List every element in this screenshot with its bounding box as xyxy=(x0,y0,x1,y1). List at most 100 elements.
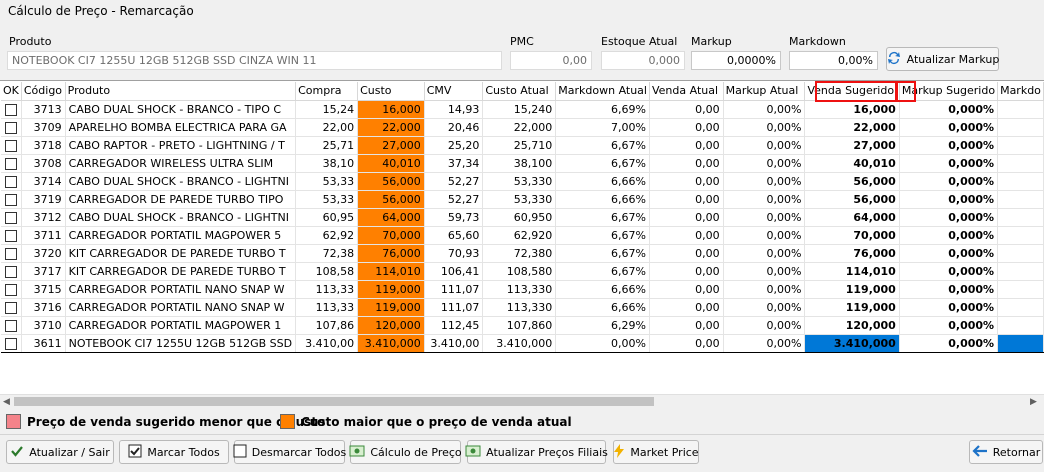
table-row[interactable]: 3719 CARREGADOR DE PAREDE TURBO TIPO 53,33… xyxy=(1,190,1044,209)
cell-markup-atual: 0,00% xyxy=(723,172,806,191)
table-row[interactable]: 3715 CARREGADOR PORTATIL NANO SNAP W 113,3… xyxy=(1,280,1044,299)
column-header[interactable]: Custo xyxy=(357,82,425,101)
row-checkbox-cell[interactable] xyxy=(1,262,22,281)
calculo-preco-button[interactable]: Cálculo de Preço xyxy=(349,440,462,464)
horizontal-scrollbar[interactable]: ◀ ▶ xyxy=(0,394,1044,408)
table-row[interactable]: 3611 NOTEBOOK CI7 1255U 12GB 512GB SSD 3.4… xyxy=(1,334,1044,353)
column-header[interactable]: Código xyxy=(21,82,66,101)
cell-compra: 113,33 xyxy=(295,298,359,317)
row-checkbox-cell[interactable] xyxy=(1,100,22,119)
money-icon xyxy=(465,445,481,460)
column-header[interactable]: Venda Sugerido/ xyxy=(804,82,900,101)
row-checkbox-cell[interactable] xyxy=(1,226,22,245)
row-checkbox-cell[interactable] xyxy=(1,208,22,227)
calculo-preco-label: Cálculo de Preço xyxy=(370,445,462,459)
column-header[interactable]: CMV xyxy=(424,82,484,101)
cell-custo: 64,000 xyxy=(357,208,425,227)
row-checkbox-cell[interactable] xyxy=(1,172,22,191)
atualizar-precos-filiais-button[interactable]: Atualizar Preços Filiais xyxy=(465,440,608,464)
column-header[interactable]: Custo Atual xyxy=(482,82,557,101)
table-row[interactable]: 3709 APARELHO BOMBA ELECTRICA PARA GA 22,0… xyxy=(1,118,1044,137)
desmarcar-todos-button[interactable]: Desmarcar Todos xyxy=(233,440,347,464)
column-header[interactable]: OK xyxy=(1,82,22,101)
table-row[interactable]: 3717 KIT CARREGADOR DE PAREDE TURBO T 108,… xyxy=(1,262,1044,281)
atualizar-markup-button[interactable]: Atualizar Markup xyxy=(886,47,999,71)
row-checkbox[interactable] xyxy=(4,103,17,116)
cell-markup-sugerido: 0,000% xyxy=(899,244,999,263)
cell-markup-atual: 0,00% xyxy=(723,118,806,137)
marcar-todos-button[interactable]: Marcar Todos xyxy=(119,440,229,464)
table-row[interactable]: 3716 CARREGADOR PORTATIL NANO SNAP W 113,3… xyxy=(1,298,1044,317)
table-row[interactable]: 3714 CABO DUAL SHOCK - BRANCO - LIGHTNI 53… xyxy=(1,172,1044,191)
table-row[interactable]: 3711 CARREGADOR PORTATIL MAGPOWER 5 62,92 7… xyxy=(1,226,1044,245)
cell-venda-atual: 0,00 xyxy=(649,154,724,173)
markup-input[interactable]: 0,0000% xyxy=(691,51,781,70)
cell-produto: NOTEBOOK CI7 1255U 12GB 512GB SSD xyxy=(65,334,297,353)
row-checkbox[interactable] xyxy=(4,157,17,170)
market-price-button[interactable]: Market Price xyxy=(613,440,699,464)
column-header[interactable]: Markup Atual xyxy=(723,82,806,101)
cell-custo: 56,000 xyxy=(357,172,425,191)
row-checkbox[interactable] xyxy=(4,247,17,260)
table-row[interactable]: 3712 CABO DUAL SHOCK - BRANCO - LIGHTNI 60… xyxy=(1,208,1044,227)
cell-markdown-atual: 6,66% xyxy=(555,172,650,191)
row-checkbox-cell[interactable] xyxy=(1,118,22,137)
markdown-input[interactable]: 0,00% xyxy=(789,51,878,70)
row-checkbox[interactable] xyxy=(4,175,17,188)
cell-venda-sugerido: 119,000 xyxy=(804,298,900,317)
cell-markup-atual: 0,00% xyxy=(723,100,806,119)
cell-venda-sugerido: 64,000 xyxy=(804,208,900,227)
row-checkbox-cell[interactable] xyxy=(1,280,22,299)
row-checkbox[interactable] xyxy=(4,319,17,332)
cell-custo: 3.410,000 xyxy=(357,334,425,353)
row-checkbox[interactable] xyxy=(4,139,17,152)
arrow-left-icon xyxy=(972,444,988,460)
row-checkbox-cell[interactable] xyxy=(1,298,22,317)
row-checkbox[interactable] xyxy=(4,211,17,224)
desmarcar-todos-label: Desmarcar Todos xyxy=(251,445,347,459)
cell-markup-sugerido: 0,000% xyxy=(899,262,999,281)
row-checkbox[interactable] xyxy=(4,121,17,134)
cell-custo-atual: 113,330 xyxy=(482,280,557,299)
products-grid[interactable]: OK Código Produto Compra Custo CMV Custo Atual… xyxy=(0,80,1044,394)
row-checkbox[interactable] xyxy=(4,283,17,296)
column-header[interactable]: Produto xyxy=(65,82,297,101)
cell-markup-sugerido: 0,000% xyxy=(899,100,999,119)
row-checkbox-cell[interactable] xyxy=(1,334,22,353)
table-row[interactable]: 3710 CARREGADOR PORTATIL MAGPOWER 1 107,86… xyxy=(1,316,1044,335)
row-checkbox[interactable] xyxy=(4,265,17,278)
cell-custo: 76,000 xyxy=(357,244,425,263)
atualizar-sair-button[interactable]: Atualizar / Sair xyxy=(6,440,114,464)
row-checkbox-cell[interactable] xyxy=(1,244,22,263)
column-header[interactable]: Venda Atual xyxy=(649,82,724,101)
scroll-right-icon[interactable]: ▶ xyxy=(1030,397,1037,407)
cell-markdown-atual: 6,67% xyxy=(555,136,650,155)
table-row[interactable]: 3708 CARREGADOR WIRELESS ULTRA SLIM 38,10 4… xyxy=(1,154,1044,173)
table-row[interactable]: 3720 KIT CARREGADOR DE PAREDE TURBO T 72,3… xyxy=(1,244,1044,263)
retornar-button[interactable]: Retornar xyxy=(969,440,1043,464)
row-checkbox-cell[interactable] xyxy=(1,190,22,209)
column-header[interactable]: Markdown Atual xyxy=(555,82,650,101)
row-checkbox[interactable] xyxy=(4,301,17,314)
row-checkbox-cell[interactable] xyxy=(1,316,22,335)
row-checkbox[interactable] xyxy=(4,229,17,242)
column-header-label: Venda Sugerido xyxy=(807,84,895,98)
scroll-left-icon[interactable]: ◀ xyxy=(3,397,10,407)
cell-compra: 53,33 xyxy=(295,172,359,191)
scrollbar-thumb[interactable] xyxy=(14,397,654,406)
cell-markup-sugerido: 0,000% xyxy=(899,136,999,155)
cell-custo-atual: 3.410,000 xyxy=(482,334,557,353)
row-checkbox[interactable] xyxy=(4,337,17,350)
column-header[interactable]: Markdo xyxy=(997,82,1044,101)
row-checkbox-cell[interactable] xyxy=(1,154,22,173)
row-checkbox[interactable] xyxy=(4,193,17,206)
cell-venda-sugerido: 76,000 xyxy=(804,244,900,263)
row-checkbox-cell[interactable] xyxy=(1,136,22,155)
cell-markdown-atual: 6,66% xyxy=(555,298,650,317)
cell-cmv: 70,93 xyxy=(424,244,484,263)
separator xyxy=(0,434,1044,435)
column-header[interactable]: Compra xyxy=(295,82,359,101)
table-row[interactable]: 3713 CABO DUAL SHOCK - BRANCO - TIPO C 15,… xyxy=(1,100,1044,119)
column-header[interactable]: Markup Sugerido xyxy=(899,82,999,101)
